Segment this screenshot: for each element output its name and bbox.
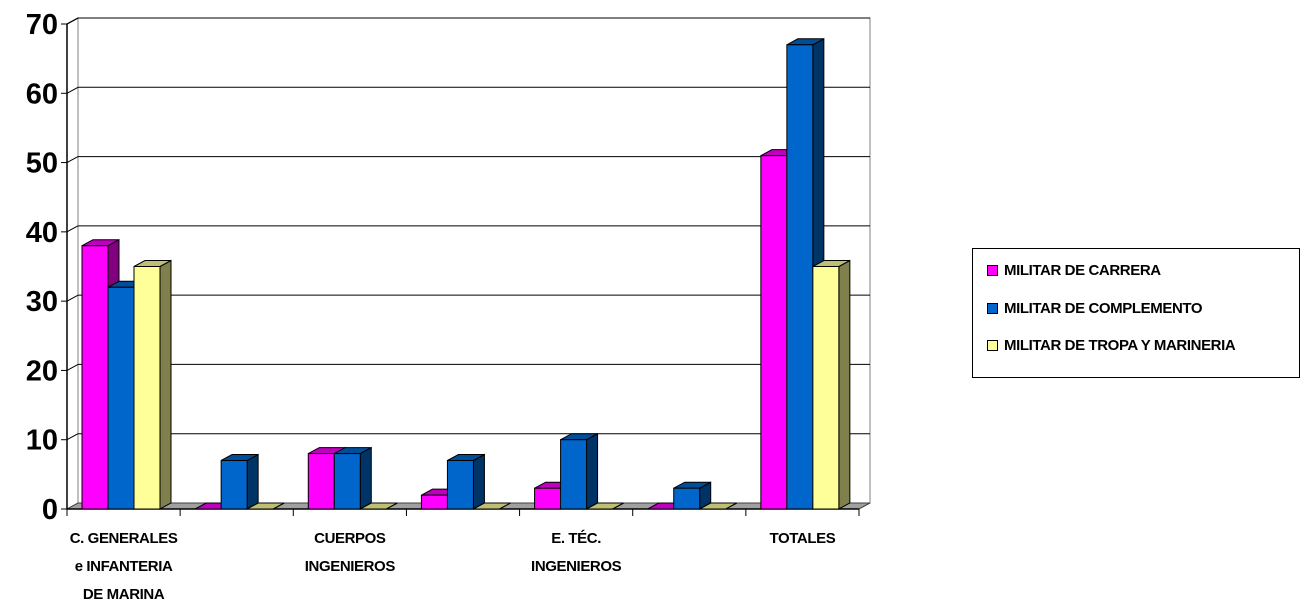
y-tick-label: 50 bbox=[26, 148, 58, 180]
bar bbox=[812, 259, 851, 510]
legend-item-complemento: MILITAR DE COMPLEMENTO bbox=[987, 300, 1203, 317]
bar-front bbox=[673, 487, 701, 510]
x-tick-label: C. GENERALES bbox=[70, 530, 178, 547]
x-tick-label: INGENIEROS bbox=[305, 558, 396, 575]
bar-top bbox=[586, 502, 624, 510]
y-tick-label: 20 bbox=[26, 355, 58, 387]
x-tick-label: E. TÉC. bbox=[551, 530, 601, 547]
bar-front bbox=[560, 439, 588, 510]
y-tick-label: 10 bbox=[26, 425, 58, 457]
bar-side bbox=[838, 259, 851, 510]
y-tick-label: 0 bbox=[42, 494, 58, 526]
bar-front bbox=[812, 266, 840, 510]
y-tick-label: 60 bbox=[26, 78, 58, 110]
legend-swatch-tropa bbox=[987, 340, 998, 351]
bars bbox=[81, 37, 851, 510]
gridline-side bbox=[66, 225, 79, 233]
bar-side bbox=[472, 453, 485, 510]
bar bbox=[220, 453, 259, 510]
gridline-side bbox=[66, 156, 79, 164]
x-tick-label: CUERPOS bbox=[314, 530, 386, 547]
bar bbox=[333, 446, 372, 510]
bar bbox=[586, 502, 624, 510]
legend-item-carrera: MILITAR DE CARRERA bbox=[987, 262, 1161, 279]
bar-front bbox=[133, 266, 161, 510]
bar-side bbox=[359, 446, 372, 510]
bar-front bbox=[107, 286, 135, 510]
bar bbox=[246, 502, 285, 510]
legend-swatch-complemento bbox=[987, 303, 998, 314]
x-tick-label: TOTALES bbox=[770, 530, 836, 547]
bar-front bbox=[81, 245, 109, 510]
bar bbox=[446, 453, 485, 510]
bar-top bbox=[246, 502, 285, 510]
bar-side bbox=[159, 259, 172, 510]
plot-area-wall bbox=[77, 17, 871, 504]
legend-label-carrera: MILITAR DE CARRERA bbox=[1004, 262, 1161, 279]
x-tick-label: INGENIEROS bbox=[531, 558, 622, 575]
gridline-side bbox=[66, 86, 79, 94]
bar-front bbox=[420, 494, 448, 510]
legend-label-tropa: MILITAR DE TROPA Y MARINERIA bbox=[1004, 337, 1236, 354]
bar-front bbox=[534, 487, 562, 510]
legend-label-complemento: MILITAR DE COMPLEMENTO bbox=[1004, 300, 1203, 317]
bar-top bbox=[473, 502, 511, 510]
y-tick-label: 30 bbox=[26, 286, 58, 318]
bar bbox=[133, 259, 172, 510]
axis-corner bbox=[66, 17, 79, 25]
bar-front bbox=[333, 453, 361, 510]
bar-side bbox=[586, 432, 599, 510]
bar-front bbox=[446, 460, 474, 510]
gridline-side bbox=[66, 433, 79, 441]
gridline-side bbox=[66, 294, 79, 302]
gridline-side bbox=[66, 363, 79, 371]
axes bbox=[61, 17, 871, 516]
y-tick-label: 70 bbox=[26, 9, 58, 41]
bar bbox=[360, 502, 398, 510]
y-tick-label: 40 bbox=[26, 217, 58, 249]
bar bbox=[473, 502, 511, 510]
chart-legend: MILITAR DE CARRERA MILITAR DE COMPLEMENT… bbox=[972, 248, 1300, 378]
bar bbox=[560, 432, 599, 510]
legend-item-tropa: MILITAR DE TROPA Y MARINERIA bbox=[987, 337, 1236, 354]
bar bbox=[673, 481, 712, 510]
legend-swatch-carrera bbox=[987, 265, 998, 276]
bar-top bbox=[699, 502, 737, 510]
bar-side bbox=[246, 453, 259, 510]
bar-front bbox=[760, 155, 788, 510]
x-tick-label: e INFANTERIA bbox=[75, 558, 173, 575]
axis-labels: 0 10 20 30 40 50 60 70 C. GENERALES e INFANTERIA D… bbox=[26, 9, 836, 603]
bar-front bbox=[220, 460, 248, 510]
gridlines bbox=[66, 17, 871, 504]
bar-front bbox=[786, 44, 814, 510]
x-tick-label: DE MARINA bbox=[83, 586, 165, 603]
bar bbox=[699, 502, 737, 510]
bar-front bbox=[307, 453, 335, 510]
bar-top bbox=[360, 502, 398, 510]
